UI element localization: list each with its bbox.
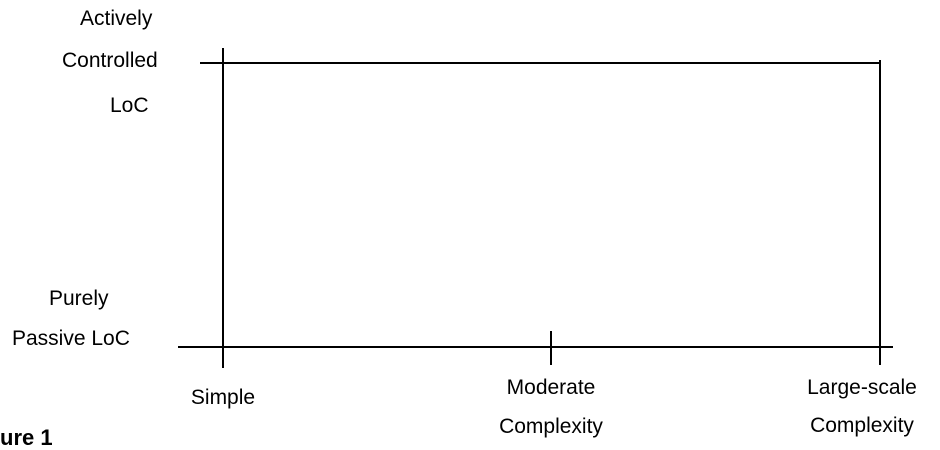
- x-tick-label-moderate-line-2: Complexity: [499, 415, 603, 438]
- x-tick-label-large-scale-line-1: Large-scale: [807, 376, 917, 399]
- y-top-label-line-2: Controlled: [62, 49, 158, 72]
- y-bottom-label-line-2: Passive LoC: [12, 327, 130, 350]
- y-top-label-line-1: Actively: [80, 7, 153, 30]
- figure-caption: ure 1: [0, 425, 53, 450]
- x-tick-label-simple: Simple: [190, 386, 256, 409]
- y-bottom-label-line-1: Purely: [49, 287, 109, 310]
- y-top-label-line-3: LoC: [110, 94, 149, 117]
- x-tick-label-large-scale-line-2: Complexity: [810, 414, 914, 437]
- x-tick-label-moderate-line-1: Moderate: [506, 376, 596, 399]
